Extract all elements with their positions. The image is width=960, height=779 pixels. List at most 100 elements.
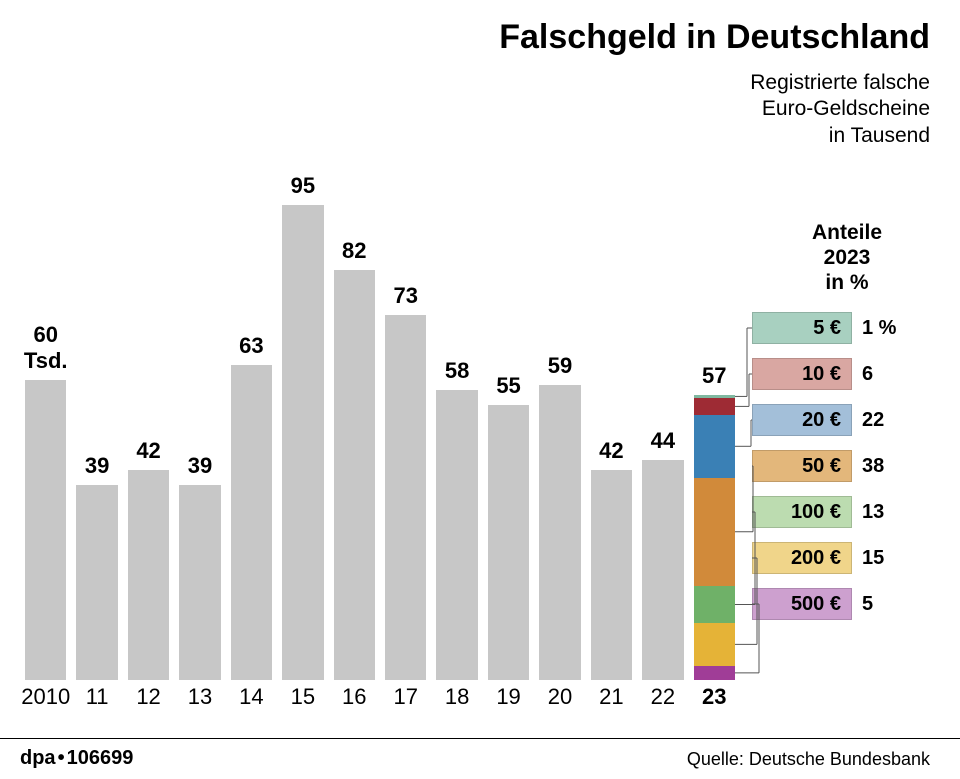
bar-slot: 3911 bbox=[71, 180, 122, 680]
legend-percent: 1 % bbox=[862, 312, 896, 344]
bar-slot: 5723 bbox=[689, 180, 740, 680]
bar-slot: 5818 bbox=[431, 180, 482, 680]
legend-swatch: 100 € bbox=[752, 496, 852, 528]
bar-value-label: 57 bbox=[689, 363, 740, 389]
bar-value-label: 39 bbox=[71, 453, 122, 479]
x-axis-label: 16 bbox=[329, 684, 380, 710]
graphic-id: 106699 bbox=[67, 747, 134, 769]
bar-value-label: 60 Tsd. bbox=[20, 322, 71, 374]
chart-title: Falschgeld in Deutschland bbox=[499, 18, 930, 57]
agency-name: dpa bbox=[20, 747, 56, 769]
bars-container: 60 Tsd.201039114212391363149515821673175… bbox=[20, 180, 740, 680]
legend-swatch: 200 € bbox=[752, 542, 852, 574]
legend-percent: 22 bbox=[862, 404, 884, 436]
x-axis-label: 13 bbox=[174, 684, 225, 710]
footer: dpa•106699 Quelle: Deutsche Bundesbank bbox=[0, 738, 960, 779]
bar-value-label: 44 bbox=[637, 428, 688, 454]
x-axis-label: 21 bbox=[586, 684, 637, 710]
legend-row: 500 € 5 bbox=[752, 588, 942, 622]
legend-title: Anteile 2023 in % bbox=[752, 220, 942, 296]
bar bbox=[231, 365, 272, 680]
legend-row: 100 € 13 bbox=[752, 496, 942, 530]
bar-slot: 9515 bbox=[277, 180, 328, 680]
stacked-segment bbox=[694, 415, 735, 478]
bar bbox=[128, 470, 169, 680]
bar bbox=[282, 205, 323, 680]
bar-value-label: 63 bbox=[226, 333, 277, 359]
x-axis-label: 2010 bbox=[20, 684, 71, 710]
legend-row: 50 € 38 bbox=[752, 450, 942, 484]
stacked-segment bbox=[694, 398, 735, 415]
legend-title-line: in % bbox=[752, 270, 942, 295]
stacked-segment bbox=[694, 395, 735, 398]
bar-value-label: 58 bbox=[431, 358, 482, 384]
x-axis-label: 17 bbox=[380, 684, 431, 710]
stacked-segment bbox=[694, 623, 735, 666]
x-axis-label: 15 bbox=[277, 684, 328, 710]
legend-swatch: 5 € bbox=[752, 312, 852, 344]
bar-value-label: 82 bbox=[329, 238, 380, 264]
legend-percent: 13 bbox=[862, 496, 884, 528]
bar-value-label: 73 bbox=[380, 283, 431, 309]
bar-slot: 6314 bbox=[226, 180, 277, 680]
bar-slot: 60 Tsd.2010 bbox=[20, 180, 71, 680]
subtitle-line: Euro-Geldscheine bbox=[750, 96, 930, 122]
legend-percent: 38 bbox=[862, 450, 884, 482]
legend-swatch: 10 € bbox=[752, 358, 852, 390]
agency-credit: dpa•106699 bbox=[20, 747, 133, 770]
stacked-segment bbox=[694, 586, 735, 623]
x-axis-label: 11 bbox=[71, 684, 122, 710]
stacked-segment bbox=[694, 478, 735, 586]
legend-row: 10 € 6 bbox=[752, 358, 942, 392]
legend-row: 20 € 22 bbox=[752, 404, 942, 438]
bar-value-label: 95 bbox=[277, 173, 328, 199]
legend-title-line: 2023 bbox=[752, 245, 942, 270]
bar-slot: 4212 bbox=[123, 180, 174, 680]
bar-value-label: 59 bbox=[534, 353, 585, 379]
data-source: Quelle: Deutsche Bundesbank bbox=[687, 749, 930, 770]
bar bbox=[385, 315, 426, 680]
bar bbox=[179, 485, 220, 680]
infographic-root: Falschgeld in Deutschland Registrierte f… bbox=[0, 0, 960, 779]
bar bbox=[436, 390, 477, 680]
bar-chart: 60 Tsd.201039114212391363149515821673175… bbox=[20, 180, 740, 710]
stacked-segment bbox=[694, 666, 735, 680]
subtitle-line: in Tausend bbox=[750, 123, 930, 149]
x-axis-label: 22 bbox=[637, 684, 688, 710]
bar-value-label: 39 bbox=[174, 453, 225, 479]
x-axis-label: 20 bbox=[534, 684, 585, 710]
bar bbox=[76, 485, 117, 680]
bar bbox=[334, 270, 375, 680]
x-axis-label: 18 bbox=[431, 684, 482, 710]
bar bbox=[591, 470, 632, 680]
bar-slot: 5920 bbox=[534, 180, 585, 680]
legend-swatch: 50 € bbox=[752, 450, 852, 482]
subtitle-line: Registrierte falsche bbox=[750, 70, 930, 96]
legend-title-line: Anteile bbox=[752, 220, 942, 245]
legend-swatch: 500 € bbox=[752, 588, 852, 620]
legend-percent: 15 bbox=[862, 542, 884, 574]
legend-row: 5 € 1 % bbox=[752, 312, 942, 346]
x-axis-label: 23 bbox=[689, 684, 740, 710]
bar-slot: 7317 bbox=[380, 180, 431, 680]
bar bbox=[25, 380, 66, 680]
bar-value-label: 42 bbox=[586, 438, 637, 464]
legend-percent: 5 bbox=[862, 588, 873, 620]
legend-percent: 6 bbox=[862, 358, 873, 390]
bar-slot: 5519 bbox=[483, 180, 534, 680]
x-axis-label: 12 bbox=[123, 684, 174, 710]
bar bbox=[539, 385, 580, 680]
bar-value-label: 55 bbox=[483, 373, 534, 399]
bar bbox=[642, 460, 683, 680]
dot-separator: • bbox=[56, 747, 67, 769]
bar-slot: 8216 bbox=[329, 180, 380, 680]
x-axis-label: 19 bbox=[483, 684, 534, 710]
bar-slot: 3913 bbox=[174, 180, 225, 680]
bar bbox=[488, 405, 529, 680]
legend-swatch: 20 € bbox=[752, 404, 852, 436]
legend-row: 200 € 15 bbox=[752, 542, 942, 576]
bar-slot: 4221 bbox=[586, 180, 637, 680]
bar-slot: 4422 bbox=[637, 180, 688, 680]
x-axis-label: 14 bbox=[226, 684, 277, 710]
chart-subtitle: Registrierte falsche Euro-Geldscheine in… bbox=[750, 70, 930, 149]
